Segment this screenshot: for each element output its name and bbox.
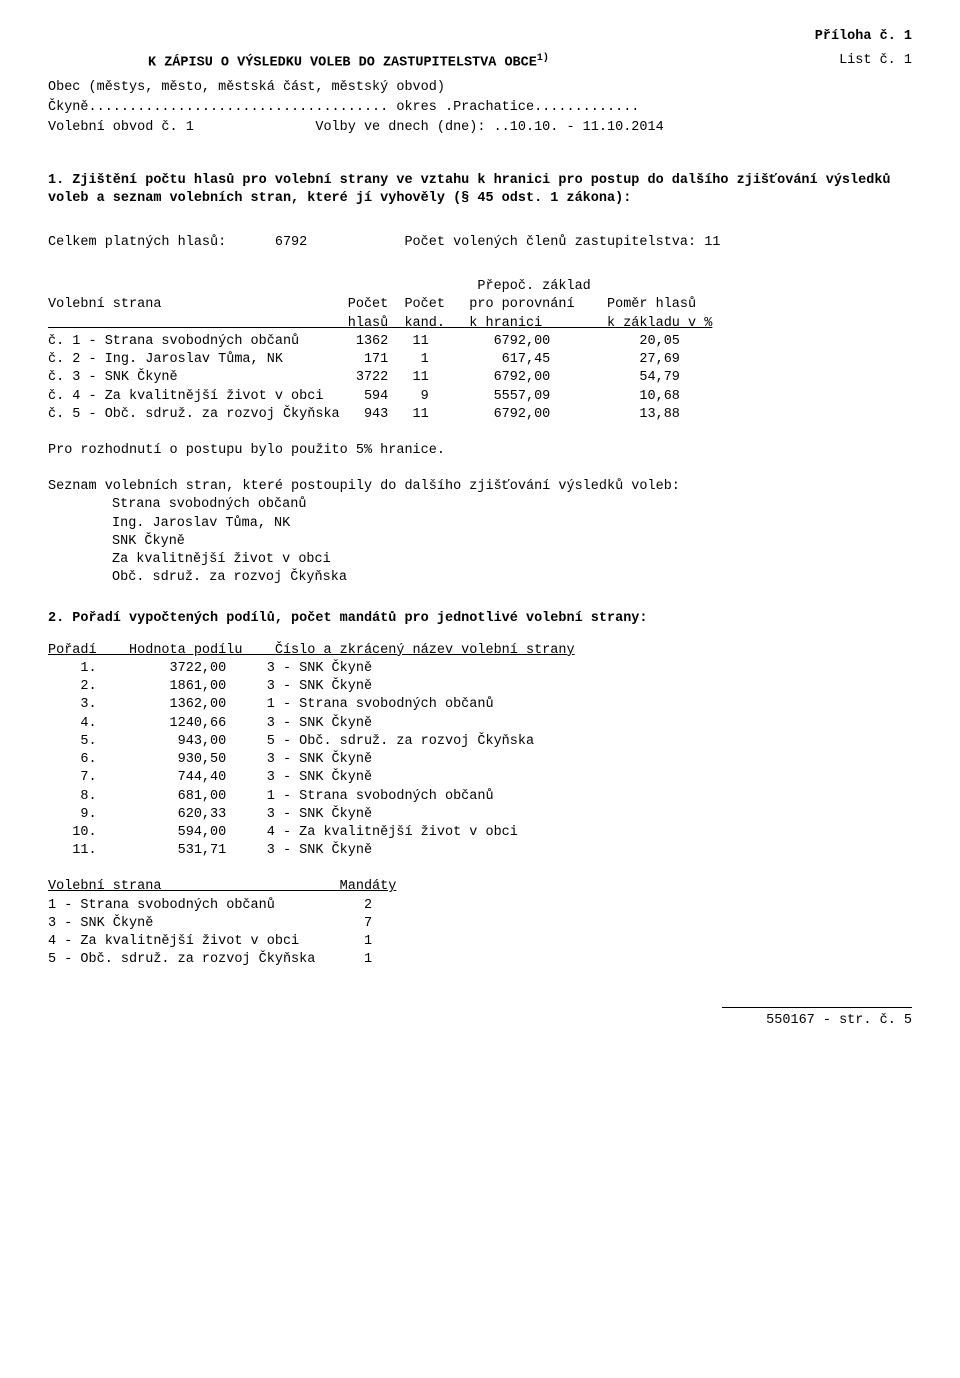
table2-row: 9. 620,33 3 - SNK Čkyně [48, 806, 912, 824]
table2-header: Pořadí Hodnota podílu Číslo a zkrácený n… [48, 642, 912, 660]
table1-row: č. 5 - Obč. sdruž. za rozvoj Čkyňska 943… [48, 406, 912, 424]
obec-line: Čkyně...................................… [48, 99, 912, 117]
section2-heading: 2. Pořadí vypočtených podílů, počet mand… [48, 610, 912, 628]
table1-header-3: hlasů kand. k hranici k základu v % [48, 315, 912, 333]
table2-row: 2. 1861,00 3 - SNK Čkyně [48, 678, 912, 696]
list-item: Obč. sdruž. za rozvoj Čkyňska [48, 569, 912, 587]
table1-row: č. 4 - Za kvalitnější život v obci 594 9… [48, 388, 912, 406]
table2-row: 3. 1362,00 1 - Strana svobodných občanů [48, 696, 912, 714]
mandates-row: 1 - Strana svobodných občanů 2 [48, 897, 912, 915]
table2-row: 10. 594,00 4 - Za kvalitnější život v ob… [48, 824, 912, 842]
list-item: Strana svobodných občanů [48, 496, 912, 514]
mandates-row: 3 - SNK Čkyně 7 [48, 915, 912, 933]
table2-row: 7. 744,40 3 - SNK Čkyně [48, 769, 912, 787]
main-title: K ZÁPISU O VÝSLEDKU VOLEB DO ZASTUPITELS… [148, 52, 549, 73]
table1-header-2: Volební strana Počet Počet pro porovnání… [48, 296, 912, 314]
table1-header-1: Přepoč. základ [48, 278, 912, 296]
table1-row: č. 3 - SNK Čkyně 3722 11 6792,00 54,79 [48, 369, 912, 387]
table2-row: 5. 943,00 5 - Obč. sdruž. za rozvoj Čkyň… [48, 733, 912, 751]
table2-row: 1. 3722,00 3 - SNK Čkyně [48, 660, 912, 678]
table2-row: 6. 930,50 3 - SNK Čkyně [48, 751, 912, 769]
mandates-row: 5 - Obč. sdruž. za rozvoj Čkyňska 1 [48, 951, 912, 969]
mandates-row: 4 - Za kvalitnější život v obci 1 [48, 933, 912, 951]
list-item: Ing. Jaroslav Tůma, NK [48, 515, 912, 533]
list-item: SNK Čkyně [48, 533, 912, 551]
mandates-header: Volební strana Mandáty [48, 878, 912, 896]
list-item: Za kvalitnější život v obci [48, 551, 912, 569]
threshold-note: Pro rozhodnutí o postupu bylo použito 5%… [48, 442, 912, 460]
title-text: K ZÁPISU O VÝSLEDKU VOLEB DO ZASTUPITELS… [148, 56, 537, 71]
list-intro: Seznam volebních stran, které postoupily… [48, 478, 912, 496]
table1-row: č. 1 - Strana svobodných občanů 1362 11 … [48, 333, 912, 351]
list-number: List č. 1 [839, 52, 912, 73]
table2-row: 11. 531,71 3 - SNK Čkyně [48, 842, 912, 860]
summary-line: Celkem platných hlasů: 6792 Počet volený… [48, 234, 912, 252]
obec-label: Obec (městys, město, městská část, městs… [48, 79, 912, 97]
table2-row: 4. 1240,66 3 - SNK Čkyně [48, 715, 912, 733]
footer-rule [722, 1007, 912, 1008]
table1-row: č. 2 - Ing. Jaroslav Tůma, NK 171 1 617,… [48, 351, 912, 369]
attachment-label: Příloha č. 1 [815, 28, 912, 46]
table2-row: 8. 681,00 1 - Strana svobodných občanů [48, 788, 912, 806]
title-superscript: 1) [537, 53, 549, 64]
section1-heading: 1. Zjištění počtu hlasů pro volební stra… [48, 172, 912, 208]
footer-page: 550167 - str. č. 5 [766, 1013, 912, 1028]
obvod-line: Volební obvod č. 1 Volby ve dnech (dne):… [48, 119, 912, 137]
